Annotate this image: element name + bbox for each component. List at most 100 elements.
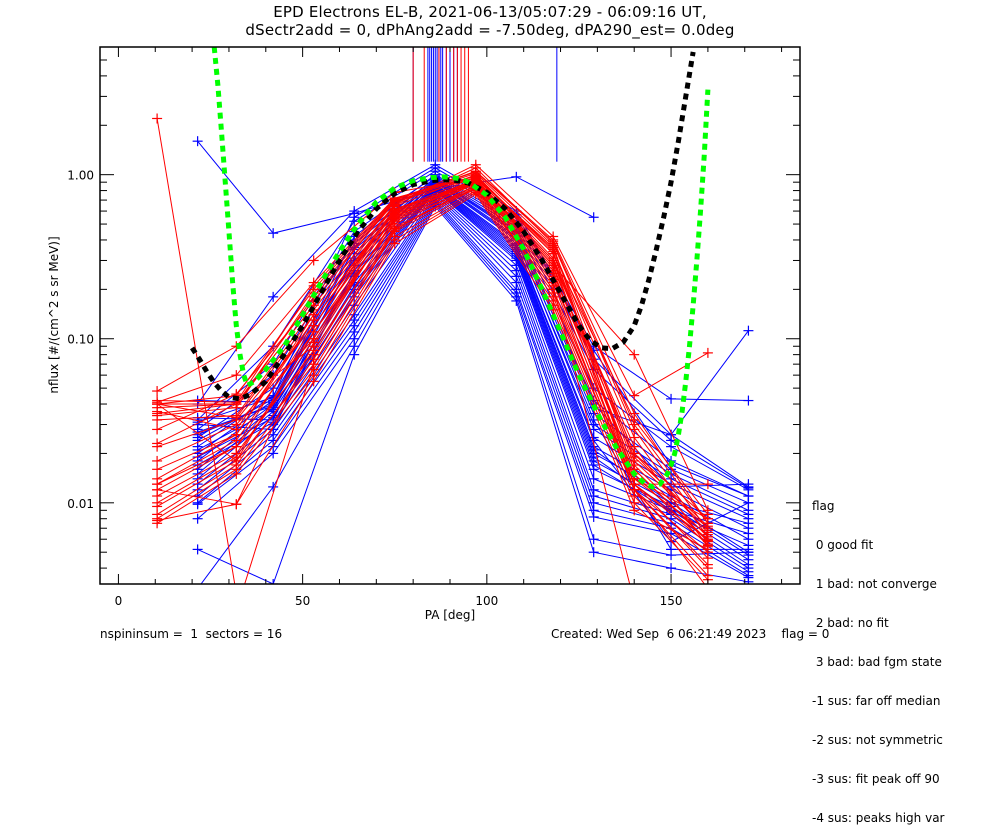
blue-data-point	[743, 395, 754, 406]
legend-item: -4 sus: peaks high var	[812, 811, 945, 825]
red-data-point	[152, 441, 163, 452]
blue-data-point	[349, 212, 360, 223]
red-series-line	[156, 185, 709, 559]
legend-item: -3 sus: fit peak off 90	[812, 772, 940, 786]
legend-item: -1 sus: far off median	[812, 694, 941, 708]
red-series-line	[156, 118, 236, 584]
red-series-line	[157, 174, 709, 538]
blue-data-point	[192, 136, 203, 147]
red-data-point	[231, 589, 241, 599]
red-data-point	[629, 452, 640, 463]
blue-series-line	[197, 183, 749, 543]
legend-item: 2 bad: no fit	[812, 616, 889, 630]
blue-data-point	[743, 509, 754, 520]
blue-data-point	[268, 579, 279, 584]
blue-series-line	[197, 176, 749, 488]
y-tick-label: 1.00	[67, 169, 94, 183]
y-tick-label: 0.01	[67, 497, 94, 511]
red-data-point	[231, 460, 242, 471]
red-series-line	[156, 183, 709, 540]
x-tick-label: 150	[660, 594, 683, 608]
red-data-point	[231, 468, 242, 479]
blue-data-point	[588, 547, 599, 558]
y-tick-label: 0.10	[67, 333, 94, 347]
red-data-point	[231, 499, 242, 510]
red-data-point	[231, 441, 242, 452]
blue-data-point	[268, 481, 279, 492]
red-series-line	[156, 181, 709, 511]
blue-data-point	[511, 295, 522, 306]
red-data-point	[629, 390, 640, 401]
blue-data-point	[743, 325, 754, 336]
red-data-point	[308, 333, 319, 344]
red-data-point	[389, 238, 400, 249]
red-series-line	[156, 187, 709, 545]
legend-item: 1 bad: not converge	[812, 577, 937, 591]
blue-series-line	[197, 179, 749, 504]
red-data-point	[152, 464, 163, 475]
blue-data-point	[666, 393, 677, 404]
x-axis-label: PA [deg]	[425, 608, 475, 622]
red-series-line	[157, 164, 709, 405]
red-data-point	[629, 408, 640, 419]
red-data-point	[308, 315, 319, 326]
red-series-line	[156, 180, 709, 548]
blue-data-point	[192, 499, 203, 510]
blue-data-point	[192, 513, 203, 524]
red-data-point	[702, 529, 713, 540]
red-series-line	[156, 181, 709, 546]
red-series-line	[156, 180, 709, 527]
red-series-line	[244, 183, 631, 584]
legend-item: 0 good fit	[812, 538, 874, 552]
blue-data-point	[511, 171, 522, 182]
blue-series-line	[197, 205, 749, 584]
red-data-point	[629, 597, 639, 607]
red-data-point	[702, 505, 713, 516]
red-data-point	[152, 509, 163, 520]
data-layer	[152, 47, 754, 607]
red-data-point	[702, 479, 713, 490]
red-data-point	[308, 354, 319, 365]
blue-series-line	[197, 197, 749, 573]
red-data-point	[389, 207, 400, 218]
red-data-point	[152, 113, 163, 124]
blue-data-point	[430, 162, 441, 173]
green-fit-curve	[211, 47, 711, 490]
red-data-point	[629, 349, 640, 360]
blue-data-point	[192, 417, 203, 428]
red-data-point	[629, 479, 640, 490]
red-series-line	[157, 182, 709, 541]
red-data-point	[152, 386, 163, 397]
red-data-point	[548, 236, 559, 247]
red-data-point	[152, 455, 163, 466]
red-data-point	[231, 370, 242, 381]
red-data-point	[231, 412, 242, 423]
legend-title: flag	[812, 499, 835, 513]
blue-data-point	[666, 563, 677, 574]
red-data-point	[702, 347, 713, 358]
red-data-point	[548, 257, 559, 268]
red-series-line	[157, 174, 709, 520]
red-series-line	[156, 191, 709, 581]
blue-series-line	[197, 181, 749, 511]
pitch-angle-plot: 0 50 100 150 1.00 0.10 0.01 PA [deg] nflux [#/…	[47, 46, 801, 622]
red-data-point	[629, 505, 640, 516]
blue-series-line	[197, 188, 749, 553]
red-series-line	[157, 193, 709, 550]
blue-data-point	[743, 491, 754, 502]
axis-layer: 0 50 100 150 1.00 0.10 0.01	[67, 46, 800, 608]
blue-data-point	[349, 341, 360, 352]
x-tick-label: 100	[475, 594, 498, 608]
blue-data-point	[588, 212, 599, 223]
red-data-point	[470, 166, 481, 177]
fit-layer	[190, 47, 711, 490]
red-data-point	[152, 424, 163, 435]
red-data-point	[629, 441, 640, 452]
red-data-point	[308, 255, 319, 266]
red-data-point	[629, 432, 640, 443]
blue-data-point	[588, 534, 599, 545]
blue-series-line	[197, 201, 749, 579]
blue-data-point	[268, 448, 279, 459]
red-data-point	[308, 376, 319, 387]
red-series-line	[156, 186, 709, 565]
